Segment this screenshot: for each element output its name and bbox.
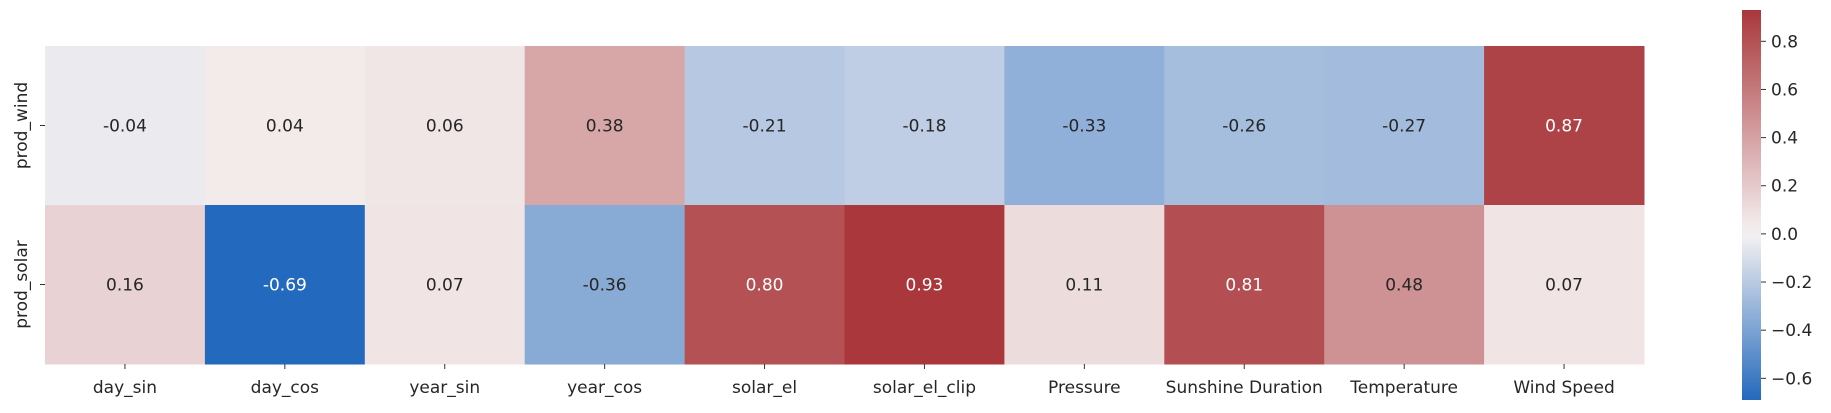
x-tick-label: day_cos [251,378,320,398]
heatmap-cell-prod_wind-day_cos [204,46,366,206]
heatmap-cell-prod_solar-solar_el [684,205,845,365]
heatmap-cell-prod_solar-day_sin [45,205,206,365]
colorbar-tick-label: 0.8 [1771,32,1798,52]
colorbar-tick-label: 0.2 [1771,177,1798,197]
x-tick-label: Pressure [1048,378,1121,398]
cell-value-label: -0.33 [1062,117,1106,137]
heatmap-cell-prod_wind-Sunshine Duration [1164,46,1325,206]
colorbar-tick-label: 0.0 [1771,225,1798,245]
heatmap-cell-prod_wind-year_sin [364,46,526,206]
x-tick-label: Wind Speed [1513,378,1614,398]
cell-value-label: 0.80 [746,276,784,296]
x-tick-label: year_cos [567,378,642,398]
heatmap-cell-prod_solar-year_sin [364,205,526,365]
heatmap-cell-prod_wind-year_cos [524,46,686,206]
y-tick-label: prod_solar [12,240,32,329]
colorbar-tick-label: 0.4 [1771,129,1798,149]
heatmap-cell-prod_solar-solar_el_clip [844,205,1005,365]
colorbar-tick-label: −0.6 [1771,369,1812,389]
heatmap-cell-prod_wind-Pressure [1004,46,1165,206]
heatmap-cell-prod_solar-Pressure [1004,205,1165,365]
cell-value-label: 0.48 [1385,276,1423,296]
x-tick-label: year_sin [409,378,480,398]
colorbar-tick-label: −0.4 [1771,321,1812,341]
y-tick-label: prod_wind [12,82,32,169]
colorbar-gradient [1742,10,1761,400]
cell-value-label: 0.81 [1225,276,1263,296]
heatmap-cell-prod_solar-year_cos [524,205,686,365]
cell-value-label: 0.06 [426,117,464,137]
heatmap-cells [45,46,1645,365]
cell-value-label: 0.93 [906,276,944,296]
x-tick-label: day_sin [93,378,157,398]
heatmap-cell-prod_wind-Temperature [1324,46,1485,206]
cell-value-label: -0.36 [583,276,627,296]
heatmap-cell-prod_solar-Wind Speed [1484,205,1645,365]
heatmap-cell-prod_wind-Wind Speed [1484,46,1645,206]
cell-value-label: -0.69 [263,276,307,296]
heatmap-cell-prod_wind-day_sin [45,46,206,206]
heatmap-cell-prod_wind-solar_el_clip [844,46,1005,206]
x-tick-label: solar_el_clip [873,378,976,398]
x-tick-label: solar_el [732,378,797,398]
x-tick-label: Sunshine Duration [1166,378,1323,398]
colorbar-tick-label: −0.2 [1771,273,1812,293]
x-tick-label: Temperature [1349,378,1458,398]
colorbar-tick-label: 0.6 [1771,80,1798,100]
cell-value-label: 0.07 [1545,276,1583,296]
cell-value-label: 0.16 [106,276,144,296]
cell-value-label: 0.04 [266,117,304,137]
heatmap-cell-prod_wind-solar_el [684,46,845,206]
heatmap-cell-prod_solar-Temperature [1324,205,1485,365]
cell-value-label: -0.21 [743,117,787,137]
heatmap-cell-prod_solar-Sunshine Duration [1164,205,1325,365]
cell-value-label: -0.18 [902,117,946,137]
y-axis: prod_wind prod_solar [12,82,45,329]
cell-value-label: 0.87 [1545,117,1583,137]
cell-value-label: -0.04 [103,117,147,137]
cell-value-label: -0.27 [1382,117,1426,137]
heatmap-cell-labels: -0.04 0.04 0.06 0.38 -0.21 -0.18 -0.33 -0.26 -0.… [103,117,1583,296]
cell-value-label: -0.26 [1222,117,1266,137]
cell-value-label: 0.07 [426,276,464,296]
heatmap-cell-prod_solar-day_cos [204,205,366,365]
x-axis: day_sin day_cos year_sin year_cos solar_el so… [93,364,1615,398]
cell-value-label: 0.38 [586,117,624,137]
cell-value-label: 0.11 [1065,276,1103,296]
colorbar: −0.6 −0.4 −0.2 0.0 0.2 0.4 0.6 0.8 [1742,10,1812,400]
